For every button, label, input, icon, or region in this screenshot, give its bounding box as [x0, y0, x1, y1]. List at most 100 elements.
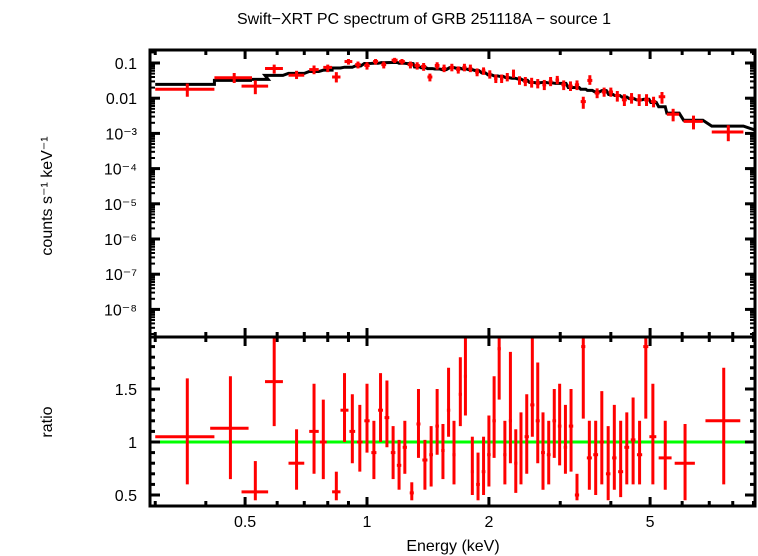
ratio-data-point	[630, 397, 636, 485]
spectrum-data-point	[580, 96, 586, 109]
spectrum-data-point	[475, 68, 479, 77]
spectrum-data-point	[355, 61, 361, 69]
ratio-data-point	[674, 423, 695, 501]
ratio-data-point	[390, 426, 396, 480]
spectrum-data-point	[666, 108, 680, 122]
x-tick-label: 1	[363, 514, 372, 531]
spectrum-data-point	[683, 115, 703, 130]
spectrum-data-point	[711, 125, 744, 142]
ratio-data-point	[309, 383, 319, 474]
ratio-data-point	[288, 429, 305, 490]
spectrum-data-point	[488, 70, 492, 79]
ratio-data-point	[581, 338, 586, 419]
ratio-data-point	[364, 383, 370, 453]
spectrum-data-point	[399, 58, 405, 65]
ratio-data-point	[519, 412, 523, 485]
spectrum-data-point	[511, 69, 516, 78]
spectrum-data-point	[601, 87, 607, 97]
chart-title: Swift−XRT PC spectrum of GRB 251118A − s…	[237, 11, 611, 28]
ratio-data-point	[557, 383, 562, 466]
ratio-data-point	[210, 376, 249, 480]
ratio-data-point	[535, 362, 540, 464]
spectrum-y-tick-label: 0.1	[115, 56, 137, 73]
spectrum-y-tick-label: 10⁻⁴	[104, 162, 137, 179]
spectrum-data-point	[421, 63, 427, 71]
ratio-data-point	[503, 420, 507, 485]
ratio-data-point	[319, 399, 327, 480]
spectrum-data-point	[594, 88, 600, 99]
spectrum-data-point	[309, 65, 319, 75]
ratio-data-point	[605, 426, 611, 501]
ratio-data-point	[463, 338, 467, 416]
spectrum-data-point	[364, 62, 370, 70]
x-tick-label: 0.5	[234, 514, 256, 531]
spectrum-data-point	[391, 57, 398, 63]
ratio-data-point	[429, 426, 433, 487]
spectrum-data-point	[414, 62, 420, 70]
ratio-panel	[148, 335, 757, 508]
ratio-data-point	[612, 404, 617, 490]
spectrum-data-point	[214, 72, 252, 84]
ratio-y-tick-label: 0.5	[115, 488, 137, 505]
ratio-data-point	[492, 376, 496, 458]
ratio-data-point	[446, 367, 451, 437]
spectrum-data-point	[555, 75, 560, 85]
spectrum-data-point	[494, 74, 498, 84]
ratio-data-point	[402, 420, 407, 474]
ratio-data-point	[541, 412, 545, 490]
spectrum-data-point	[481, 67, 486, 75]
ratio-data-point	[574, 473, 580, 501]
ratio-data-point	[530, 338, 535, 437]
spectrum-data-point	[427, 73, 433, 82]
ratio-data-point	[618, 420, 624, 498]
spectrum-data-point	[332, 72, 341, 83]
y-axis-label-counts: counts s⁻¹ keV⁻¹	[39, 136, 56, 255]
spectrum-y-tick-label: 10⁻⁵	[104, 197, 137, 214]
spectrum-data-point	[381, 61, 387, 69]
spectrum-data-point	[155, 83, 215, 97]
ratio-data-point	[563, 404, 568, 474]
ratio-data-point	[643, 338, 649, 419]
spectrum-data-point	[288, 70, 305, 80]
ratio-data-point	[422, 439, 428, 490]
ratio-data-point	[481, 436, 486, 495]
spectrum-data-point	[636, 94, 642, 107]
spectrum-y-tick-label: 0.01	[106, 91, 137, 108]
spectrum-data-point	[499, 74, 504, 84]
spectrum-data-point	[462, 63, 467, 72]
spectrum-y-tick-labels: 0.1 0.01 10⁻³ 10⁻⁴ 10⁻⁵ 10⁻⁶ 10⁻⁷ 10⁻⁸	[104, 56, 138, 319]
ratio-data-point	[396, 439, 402, 490]
ratio-data-point	[340, 373, 349, 442]
spectrum-data-point	[658, 92, 666, 104]
ratio-data-point	[599, 391, 605, 485]
ratio-data-point	[441, 423, 445, 480]
ratio-data-point	[568, 389, 574, 472]
ratio-data-point	[378, 373, 383, 442]
spectrum-data-point	[568, 81, 573, 92]
ratio-data-point	[487, 415, 491, 487]
spectrum-data-point	[574, 80, 580, 91]
ratio-data-point	[636, 420, 643, 485]
spectrum-data-point	[561, 80, 567, 91]
ratio-data-point	[508, 351, 512, 464]
ratio-y-tick-label: 1.5	[115, 382, 137, 399]
spectrum-data-point	[523, 77, 528, 87]
spectrum-data-point	[548, 77, 553, 87]
spectrum-data-point	[505, 72, 509, 82]
ratio-data-point	[357, 404, 363, 472]
spectrum-data-point	[650, 96, 657, 108]
x-axis-label: Energy (keV)	[406, 538, 499, 555]
spectrum-data-point	[621, 94, 627, 107]
x-tick-labels: 0.5 1 2 5	[234, 514, 655, 531]
spectrum-data-point	[614, 91, 620, 102]
ratio-data-point	[332, 471, 341, 501]
spectrum-data-point	[529, 77, 534, 88]
spectrum-data-point	[587, 75, 593, 85]
ratio-data-point	[371, 420, 377, 480]
ratio-data-point	[452, 420, 456, 485]
spectrum-data-point	[518, 76, 522, 85]
spectrum-y-tick-label: 10⁻⁸	[104, 302, 137, 319]
ratio-data-point	[349, 394, 356, 464]
spectrum-data-point	[323, 64, 333, 73]
spectrum-data-point	[265, 64, 283, 74]
